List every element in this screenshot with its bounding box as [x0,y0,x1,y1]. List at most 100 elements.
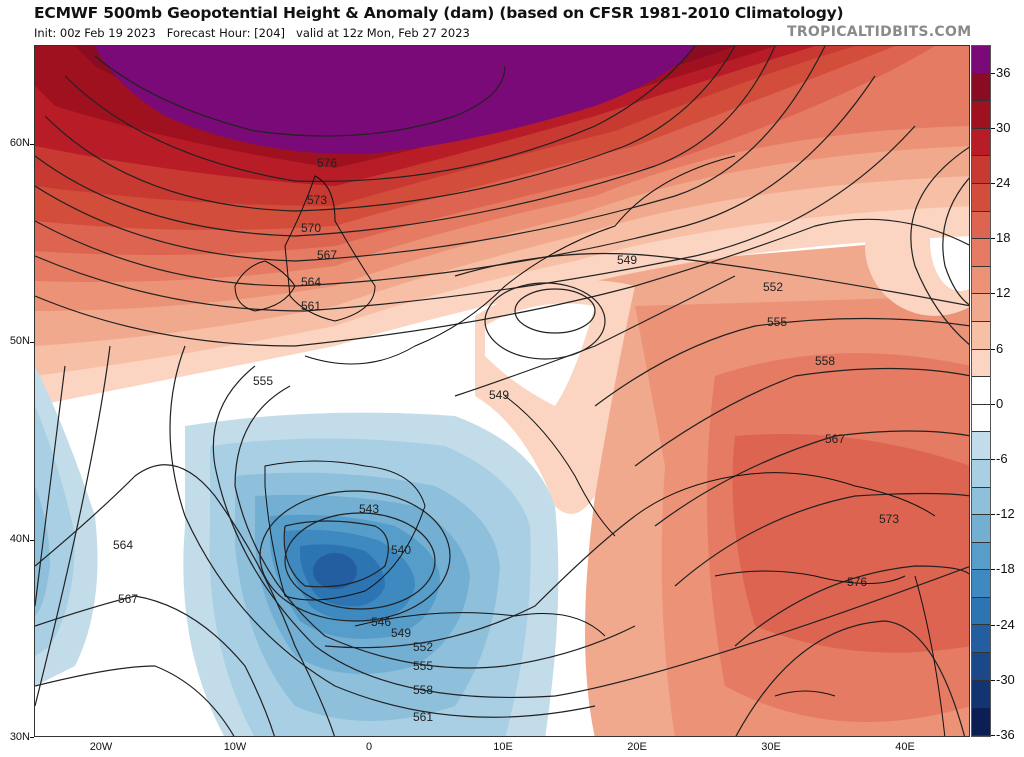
contour-label: 555 [767,315,787,329]
colorbar-label: 0 [996,395,1004,411]
colorbar-segment [972,404,990,433]
chart-subtitle: Init: 00z Feb 19 2023 Forecast Hour: [20… [34,26,470,40]
colorbar-tick [991,459,995,460]
colorbar-tick [991,735,995,736]
colorbar-label: -6 [996,451,1008,466]
lat-tick [30,737,34,738]
chart-title: ECMWF 500mb Geopotential Height & Anomal… [34,4,844,22]
lon-label-10e: 10E [493,741,513,753]
lat-tick [30,342,34,343]
colorbar [971,45,991,737]
colorbar-segment [972,570,990,598]
contour-label: 567 [317,248,337,262]
lon-label-20e: 20E [627,741,647,753]
colorbar-tick [991,679,995,681]
colorbar-tick [991,624,995,626]
contour-labels: 5765735705675645615555495495525555585675… [113,156,899,724]
colorbar-segment [972,266,990,295]
lon-label-10w: 10W [223,741,247,753]
contour-label: 576 [847,575,867,589]
colorbar-label: 24 [996,175,1011,190]
contour-label: 567 [118,592,138,606]
contour-label: 561 [413,710,433,724]
colorbar-label: 36 [996,64,1011,80]
contour-label: 549 [391,626,411,640]
colorbar-segment [972,459,990,488]
contour-label: 564 [113,538,133,552]
contour-label: 576 [317,156,337,170]
lat-tick [30,144,34,145]
lat-label-50n: 50N [9,335,30,347]
colorbar-segment [972,542,990,571]
lon-label-0: 0 [365,741,373,753]
lat-label-40n: 40N [9,533,30,545]
colorbar-tick [991,183,995,184]
lon-label-30e: 30E [761,741,781,753]
colorbar-segment [972,294,990,322]
contour-label: 570 [301,221,321,235]
colorbar-label: 18 [996,230,1011,246]
colorbar-tick [991,238,995,240]
contour-label: 543 [359,502,379,516]
contour-label: 549 [489,388,509,402]
colorbar-segment [972,680,990,709]
contour-label: 564 [301,275,321,289]
colorbar-tick [991,514,995,516]
colorbar-tick [991,403,995,405]
colorbar-segment [972,73,990,102]
colorbar-label: -30 [996,671,1015,687]
contour-label: 546 [371,615,391,629]
colorbar-tick [991,72,995,74]
colorbar-segment [972,515,990,543]
contour-label: 555 [253,374,273,388]
contour-label: 561 [301,299,321,313]
contour-label: 555 [413,659,433,673]
colorbar-label: 6 [996,340,1004,356]
colorbar-tick [991,293,995,295]
colorbar-segment [972,597,990,626]
coastlines [234,155,946,736]
contour-label: 549 [617,253,637,267]
contour-label: 573 [307,193,327,207]
colorbar-segment [972,183,990,212]
colorbar-tick [991,348,995,350]
contour-label: 558 [413,683,433,697]
colorbar-label: -36 [996,727,1015,742]
height-contours [35,46,969,736]
colorbar-segment [972,156,990,184]
colorbar-segment [972,377,990,405]
colorbar-segment [972,46,990,74]
contour-label: 558 [815,354,835,368]
lon-label-20w: 20W [89,741,113,753]
colorbar-segment [972,101,990,129]
lon-label-40e: 40E [895,741,915,753]
colorbar-tick [991,569,995,571]
colorbar-label: -24 [996,616,1015,632]
brand-watermark: TROPICALTIDBITS.COM [787,24,972,40]
colorbar-segment [972,321,990,350]
colorbar-segment [972,708,990,736]
map-panel: 576 573 570 567 564 561 555 549 549 552 555 558 567 5… [34,45,970,737]
colorbar-segment [972,487,990,516]
colorbar-segment [972,653,990,681]
colorbar-segment [972,211,990,240]
contour-label: 573 [879,512,899,526]
lat-label-30n: 30N [9,731,30,743]
colorbar-segment [972,625,990,654]
colorbar-label: -12 [996,506,1015,522]
colorbar-segment [972,128,990,157]
contour-label: 552 [413,640,433,654]
contour-label: 552 [763,280,783,294]
colorbar-tick [991,127,995,129]
colorbar-label: 12 [996,285,1011,301]
colorbar-segment [972,432,990,460]
lat-tick [30,540,34,541]
lat-label-60n: 60N [9,137,30,149]
contour-label: 540 [391,543,411,557]
colorbar-label: -18 [996,561,1015,577]
contour-label: 567 [825,432,845,446]
colorbar-segment [972,349,990,378]
colorbar-segment [972,239,990,267]
anomaly-field [35,46,969,736]
colorbar-label: 30 [996,119,1011,135]
